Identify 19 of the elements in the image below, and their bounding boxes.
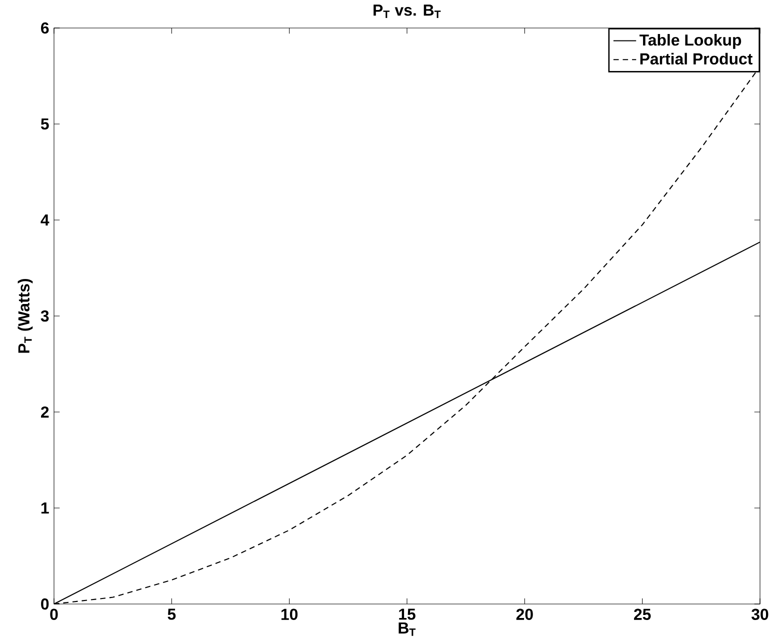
y-tick-label: 3 <box>40 310 49 322</box>
x-tick-label: 5 <box>168 608 176 620</box>
y-tick-label: 6 <box>41 22 49 34</box>
y-tick-label: 1 <box>41 502 49 514</box>
y-axis-title: P$_{T}$ (Watts) <box>18 278 33 353</box>
x-axis-title: B$_{T}$ <box>398 622 416 636</box>
x-tick-label: 25 <box>634 608 651 620</box>
x-tick-label: 15 <box>399 608 416 620</box>
y-tick-label: 4 <box>40 214 50 226</box>
y-tick-label: 5 <box>40 118 49 130</box>
x-tick-label: 30 <box>752 608 768 620</box>
y-tick-label: 2 <box>41 406 49 418</box>
x-tick-label: 20 <box>516 608 533 620</box>
chart-title: P$_{T}$ vs. B$_{T}$ <box>374 4 441 18</box>
legend-label: Partial Product <box>640 52 752 64</box>
x-tick-label: 0 <box>50 608 58 620</box>
legend-label: Table Lookup <box>640 34 742 49</box>
y-tick-label: 0 <box>41 598 49 610</box>
x-tick-label: 10 <box>281 608 298 620</box>
